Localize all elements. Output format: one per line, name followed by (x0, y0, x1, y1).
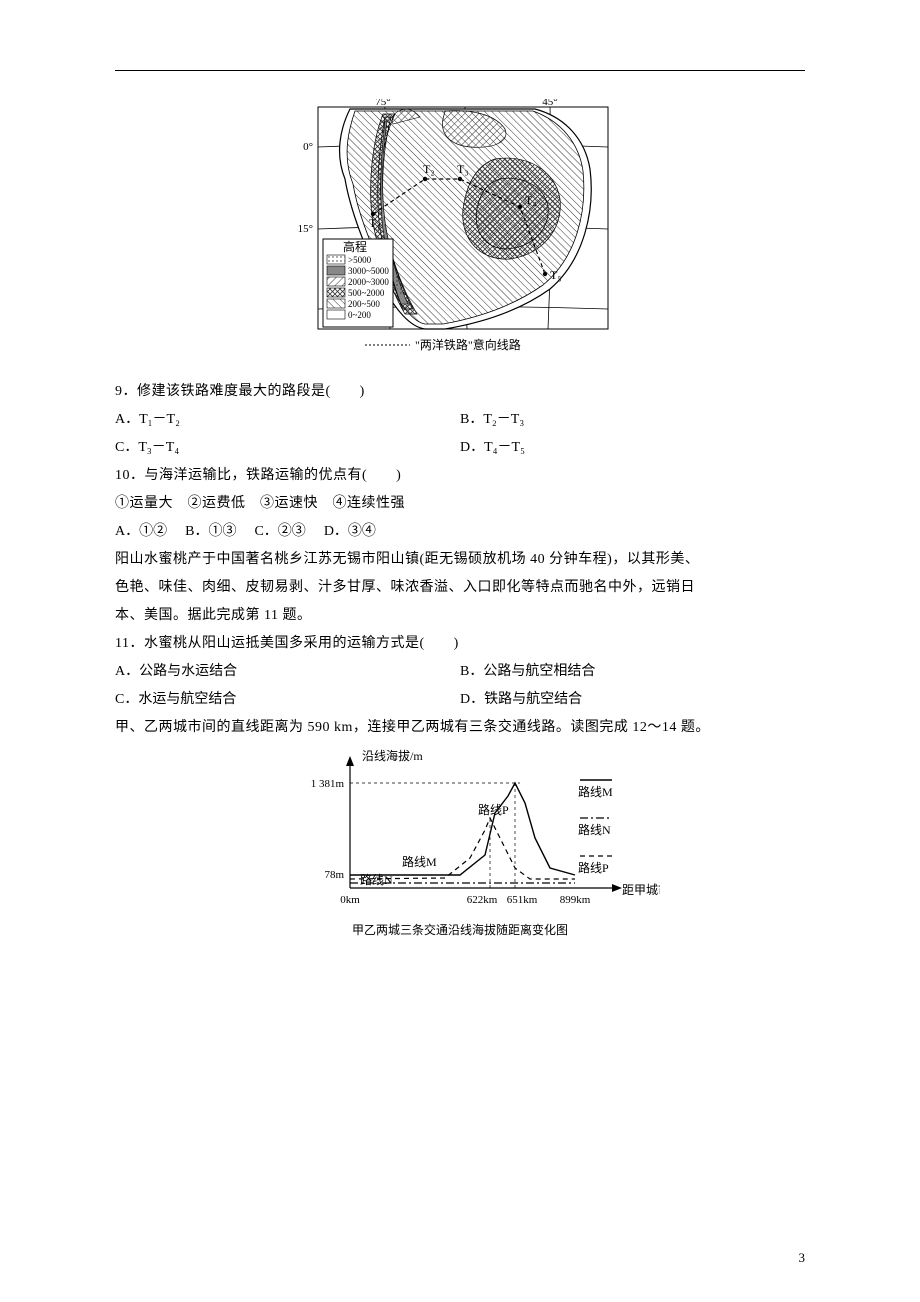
inline-p: 路线P (478, 802, 509, 817)
q11-stem: 11．水蜜桃从阳山运抵美国多采用的运输方式是( ) (115, 630, 805, 658)
t4-label: T₄ (525, 193, 537, 207)
page-number: 3 (799, 1250, 806, 1266)
q10-b: B．①③ (185, 518, 236, 546)
passage1-l1: 阳山水蜜桃产于中国著名桃乡江苏无锡市阳山镇(距无锡硕放机场 40 分钟车程)，以… (115, 546, 805, 574)
q10-stem: 10．与海洋运输比，铁路运输的优点有( ) (115, 462, 805, 490)
t5-label: T₅ (550, 268, 562, 282)
q9-c: C．T₃－T₄ (115, 434, 460, 462)
lon-75: 75° (375, 99, 390, 108)
legend-n: 路线N (578, 822, 611, 837)
inline-m: 路线M (402, 854, 437, 869)
elevation-svg: 沿线海拔/m 距甲城市的距离/km 1 381m 78m 0km 622km 6… (260, 748, 660, 943)
q10-d: D．③④ (324, 518, 376, 546)
legend-p: 路线P (578, 860, 609, 875)
q10-c: C．②③ (254, 518, 305, 546)
lat-15: 15° (298, 223, 313, 235)
passage1-l3: 本、美国。据此完成第 11 题。 (115, 602, 805, 630)
legend-0: >5000 (348, 255, 372, 265)
passage2: 甲、乙两城市间的直线距离为 590 km，连接甲乙两城有三条交通线路。读图完成 … (115, 714, 805, 742)
q10-a: A．①② (115, 518, 167, 546)
xtick-651: 651km (507, 894, 538, 906)
q9-a: A．T₁－T₂ (115, 406, 460, 434)
ytick-1381: 1 381m (311, 778, 345, 790)
t2-label: T₂ (423, 162, 435, 176)
lat-0: 0° (303, 141, 313, 153)
t3-label: T₃ (457, 162, 469, 176)
elevation-chart: 沿线海拔/m 距甲城市的距离/km 1 381m 78m 0km 622km 6… (115, 748, 805, 948)
inline-n: 路线N (360, 872, 393, 887)
ytick-78: 78m (324, 869, 344, 881)
map-figure: 75° 45° 0° 15° (115, 99, 805, 360)
y-axis-label: 沿线海拔/m (362, 748, 423, 763)
map-caption: "两洋铁路"意向线路 (415, 337, 521, 352)
legend-4: 200~500 (348, 299, 380, 309)
q10-hints: ①运量大 ②运费低 ③运速快 ④连续性强 (115, 490, 805, 518)
q9-d: D．T₄－T₅ (460, 434, 805, 462)
legend-3: 500~2000 (348, 288, 385, 298)
xtick-622: 622km (467, 894, 498, 906)
q11-b: B．公路与航空相结合 (460, 658, 805, 686)
legend-title: 高程 (343, 239, 367, 254)
q9-stem: 9．修建该铁路难度最大的路段是( ) (115, 378, 805, 406)
lon-45: 45° (542, 99, 557, 108)
xtick-899: 899km (560, 894, 591, 906)
legend-1: 3000~5000 (348, 266, 389, 276)
q11-d: D．铁路与航空结合 (460, 686, 805, 714)
q11-a: A．公路与水运结合 (115, 658, 460, 686)
legend-5: 0~200 (348, 310, 371, 320)
xtick-0: 0km (340, 894, 360, 906)
legend-m: 路线M (578, 784, 613, 799)
q11-c: C．水运与航空结合 (115, 686, 460, 714)
legend-2: 2000~3000 (348, 277, 389, 287)
t1-label: T₁ (369, 216, 381, 230)
q9-b: B．T₂－T₃ (460, 406, 805, 434)
south-america-map: 75° 45° 0° 15° (295, 99, 625, 355)
chart-caption: 甲乙两城三条交通沿线海拔随距离变化图 (352, 922, 568, 937)
header-rule (115, 70, 805, 71)
x-axis-label: 距甲城市的距离/km (622, 882, 660, 897)
passage1-l2: 色艳、味佳、肉细、皮韧易剥、汁多甘厚、味浓香溢、入口即化等特点而驰名中外，远销日 (115, 574, 805, 602)
